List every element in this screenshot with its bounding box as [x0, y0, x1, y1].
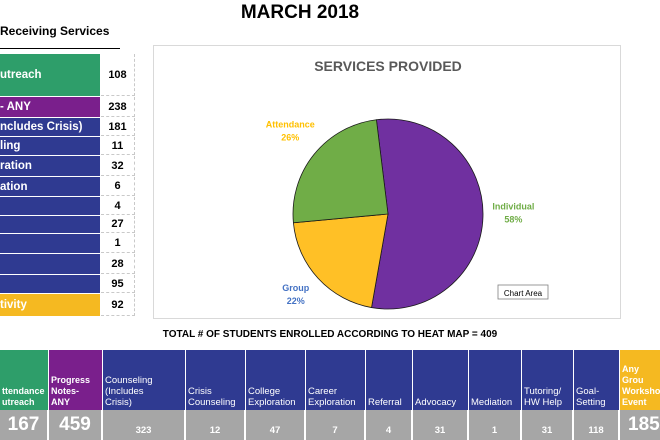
pie-slice-individual: [371, 118, 484, 310]
service-row-label: [0, 275, 100, 293]
heat-map-value: 185: [620, 410, 660, 440]
service-row-count: 11: [101, 137, 135, 155]
service-row-count: 108: [101, 54, 135, 96]
heat-map-category-label: Tutoring/ HW Help: [524, 386, 563, 408]
service-row-label: ling: [0, 137, 100, 155]
pie-slice-attendance: [292, 119, 389, 224]
heat-map-category: Mediation: [469, 350, 521, 410]
heat-map-value: 1: [469, 410, 520, 440]
service-row-count: 28: [101, 254, 135, 274]
service-row-label: tivity: [0, 294, 100, 316]
heat-map-value: 118: [574, 410, 618, 440]
heat-map-category-label: Career Exploration: [308, 386, 356, 408]
heat-map-value: 31: [413, 410, 467, 440]
pie-slice-percent: 58%: [504, 214, 522, 224]
service-row-count: 95: [101, 275, 135, 293]
report-title: MARCH 2018: [240, 2, 360, 23]
heat-map-category: Tutoring/ HW Help: [522, 350, 573, 410]
heat-map-category-label: Goal- Setting: [576, 386, 606, 408]
service-row-count: 27: [101, 216, 135, 233]
chart-area-tooltip-text: Chart Area: [504, 289, 543, 298]
heat-map-value: 31: [522, 410, 572, 440]
heat-map-value: 459: [49, 410, 101, 440]
service-row-count: 6: [101, 177, 135, 196]
service-row-label: [0, 216, 100, 233]
chart-title: SERVICES PROVIDED: [314, 58, 462, 74]
heat-map-category: Progress Notes- ANY: [49, 350, 102, 410]
heat-map-category: Counseling (Includes Crisis): [103, 350, 185, 410]
left-table-header: Receiving Services: [0, 24, 110, 38]
heat-map-category-label: College Exploration: [248, 386, 296, 408]
pie-slice-name: Individual: [492, 201, 534, 211]
service-row-label: utreach: [0, 54, 100, 96]
service-row-count: 238: [101, 97, 135, 117]
pie-chart-area[interactable]: SERVICES PROVIDED Individual 58% Group 22% A…: [153, 45, 621, 319]
heat-map-category: Crisis Counseling: [186, 350, 245, 410]
heat-map-value: 12: [186, 410, 244, 440]
pie-slice-percent: 22%: [287, 296, 305, 306]
heat-map-category-label: Advocacy: [415, 397, 457, 408]
heat-map-category: Goal- Setting: [574, 350, 619, 410]
heat-map-category: Referral: [366, 350, 412, 410]
heat-map-category: Advocacy: [413, 350, 468, 410]
pie-slice-percent: 26%: [281, 132, 299, 142]
service-row-count: 32: [101, 156, 135, 176]
heat-map-category-label: Progress Notes- ANY: [51, 375, 91, 407]
heat-map-value: 323: [103, 410, 184, 440]
pie-chart: SERVICES PROVIDED Individual 58% Group 22% A…: [266, 58, 549, 310]
pie-slice-name: Attendance: [266, 119, 315, 129]
heat-map-value: 167: [0, 410, 47, 440]
service-row-label: ation: [0, 177, 100, 196]
service-row-label: [0, 254, 100, 274]
header-underline: [0, 48, 120, 49]
service-row-label: [0, 234, 100, 253]
service-row-label: ration: [0, 156, 100, 176]
heat-map-category-label: Referral: [368, 397, 402, 408]
heat-map-category: College Exploration: [246, 350, 305, 410]
heat-map-category-label: ttendance utreach: [2, 386, 45, 407]
chart-area-tooltip: Chart Area: [497, 284, 549, 300]
service-row-count: 4: [101, 197, 135, 215]
pie-slice-group: [292, 213, 389, 309]
service-row-label: [0, 197, 100, 215]
service-row-count: 181: [101, 118, 135, 136]
service-row-label: ncludes Crisis): [0, 118, 100, 136]
heat-map-category: Career Exploration: [306, 350, 365, 410]
heat-map-title: TOTAL # OF STUDENTS ENROLLED ACCORDING T…: [162, 329, 498, 340]
heat-map-value: 7: [306, 410, 364, 440]
pie-slice-name: Group: [282, 283, 309, 293]
heat-map-category-label: Mediation: [471, 397, 513, 408]
heat-map-category-label: Any Grou Worksho Event: [622, 364, 660, 407]
heat-map-category: ttendance utreach: [0, 350, 48, 410]
heat-map-category: Any Grou Worksho Event: [620, 350, 660, 410]
heat-map-category-label: Counseling (Includes Crisis): [105, 375, 153, 408]
service-row-count: 1: [101, 234, 135, 253]
heat-map-value: 47: [246, 410, 304, 440]
heat-map-value: 4: [366, 410, 411, 440]
service-row-label: - ANY: [0, 97, 100, 117]
heat-map-category-label: Crisis Counseling: [188, 386, 236, 408]
service-row-count: 92: [101, 294, 135, 316]
